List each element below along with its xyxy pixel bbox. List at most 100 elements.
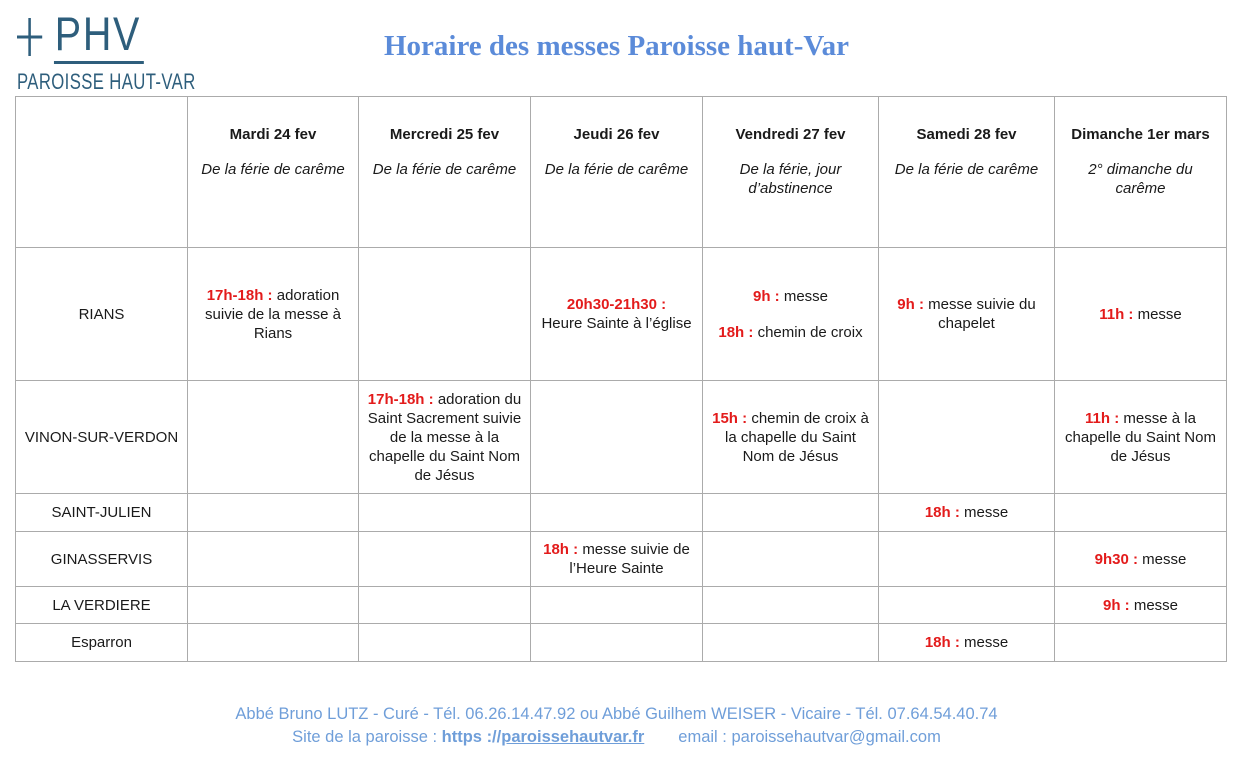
table-row: GINASSERVIS 18h : messe suivie de l’Heure… — [15, 531, 1227, 587]
table-row: Esparron 18h : messe — [15, 623, 1227, 662]
day-header-cell: Jeudi 26 fev De la férie de carême — [530, 96, 703, 248]
schedule-cell: 11h : messe — [1054, 247, 1227, 381]
schedule-entry: 18h : messe — [887, 633, 1046, 652]
entry-text: messe — [964, 634, 1009, 651]
day-note: De la férie de carême — [544, 161, 689, 178]
header-row: Mardi 24 fev De la férie de carême Mercred… — [15, 96, 1227, 248]
schedule-cell — [187, 493, 359, 532]
schedule-cell — [187, 586, 359, 624]
schedule-cell: 18h : messe — [878, 493, 1055, 532]
entry-text: messe — [964, 504, 1009, 521]
parish-logo: PHV PAROISSE HAUT-VAR — [17, 10, 252, 95]
schedule-cell — [530, 493, 703, 532]
location-cell: RIANS — [15, 247, 188, 381]
entry-text: messe — [1142, 550, 1187, 568]
schedule-entry: 18h : messe — [887, 503, 1046, 522]
day-note: De la férie de carême — [201, 161, 345, 178]
entry-time: 9h : — [752, 287, 780, 305]
entry-time: 11h : — [1085, 409, 1120, 427]
entry-time: 18h : — [718, 323, 754, 341]
mass-schedule-table: Mardi 24 fev De la férie de carême Mercred… — [15, 96, 1227, 662]
entry-text: chemin de croix — [757, 323, 863, 341]
schedule-entry: 18h : chemin de croix — [711, 323, 870, 342]
day-name: Mardi 24 fev — [229, 126, 317, 143]
schedule-entry: 11h : messe — [1063, 305, 1218, 324]
day-name: Vendredi 27 fev — [735, 126, 846, 143]
location-cell: Esparron — [15, 623, 188, 662]
schedule-entry: 20h30-21h30 : Heure Sainte à l’église — [539, 295, 694, 333]
schedule-cell — [358, 531, 531, 587]
day-name: Mercredi 25 fev — [389, 126, 500, 143]
logo-parish-name: PAROISSE HAUT-VAR — [17, 69, 196, 94]
schedule-cell — [358, 247, 531, 381]
schedule-cell — [187, 380, 359, 494]
entry-time: 9h30 : — [1094, 550, 1138, 568]
entry-text: messe — [783, 287, 829, 305]
entry-time: 9h : — [897, 296, 924, 313]
entry-text: messe suivie du chapelet — [928, 296, 1036, 332]
site-label: Site de la paroisse : — [292, 728, 442, 746]
footer-contacts: Abbé Bruno LUTZ - Curé - Tél. 06.26.14.4… — [235, 705, 998, 723]
site-scheme: https :// — [441, 728, 502, 746]
entry-time: 18h : — [543, 541, 579, 558]
day-note: De la férie de carême — [894, 161, 1039, 178]
footer-site-line: Site de la paroisse : https ://paroisseh… — [0, 726, 1233, 749]
entry-text: messe à la chapelle du Saint Nom de Jésu… — [1065, 409, 1216, 465]
schedule-cell — [702, 623, 879, 662]
entry-time: 18h : — [924, 504, 960, 521]
entry-text: messe suivie de l’Heure Sainte — [569, 541, 690, 577]
schedule-entry: 9h : messe suivie du chapelet — [887, 295, 1046, 333]
table-row: SAINT-JULIEN 18h : messe — [15, 493, 1227, 532]
location-cell: VINON-SUR-VERDON — [15, 380, 188, 494]
footer: Abbé Bruno LUTZ - Curé - Tél. 06.26.14.4… — [0, 703, 1233, 749]
entry-text: adoration suivie de la messe à Rians — [205, 286, 341, 342]
location-cell: GINASSERVIS — [15, 531, 188, 587]
site-link[interactable]: paroissehautvar.fr — [501, 728, 645, 746]
email-text: email : paroissehautvar@gmail.com — [678, 728, 941, 746]
schedule-cell — [358, 586, 531, 624]
entry-time: 20h30-21h30 : — [566, 296, 667, 313]
schedule-cell — [358, 493, 531, 532]
day-header-cell: Mardi 24 fev De la férie de carême — [187, 96, 359, 248]
location-cell: SAINT-JULIEN — [15, 493, 188, 532]
schedule-cell — [878, 531, 1055, 587]
table-row: VINON-SUR-VERDON 17h-18h : adoration du S… — [15, 380, 1227, 494]
entry-text: Heure Sainte à l’église — [541, 315, 692, 332]
schedule-cell: 9h : messe 18h : chemin de croix — [702, 247, 879, 381]
corner-cell — [15, 96, 188, 248]
entry-time: 18h : — [924, 634, 960, 651]
schedule-entry: 9h : messe — [711, 287, 870, 306]
schedule-entry: 9h : messe — [1063, 596, 1218, 615]
day-header-cell: Samedi 28 fev De la férie de carême — [878, 96, 1055, 248]
table-row: RIANS 17h-18h : adoration suivie de la me… — [15, 247, 1227, 381]
schedule-cell: 9h : messe suivie du chapelet — [878, 247, 1055, 381]
entry-time: 9h : — [1102, 596, 1130, 614]
day-note: 2° dimanche du carême — [1088, 161, 1193, 197]
schedule-cell — [702, 586, 879, 624]
day-name: Samedi 28 fev — [916, 126, 1017, 143]
schedule-entry: 9h30 : messe — [1063, 550, 1218, 569]
schedule-entry: 17h-18h : adoration du Saint Sacrement s… — [367, 390, 522, 485]
schedule-cell: 11h : messe à la chapelle du Saint Nom d… — [1054, 380, 1227, 494]
schedule-cell — [187, 531, 359, 587]
schedule-cell: 9h30 : messe — [1054, 531, 1227, 587]
logo-top-row: PHV — [17, 10, 214, 64]
schedule-cell: 20h30-21h30 : Heure Sainte à l’église — [530, 247, 703, 381]
schedule-cell — [702, 493, 879, 532]
entry-text: messe — [1133, 596, 1179, 614]
schedule-cell: 17h-18h : adoration suivie de la messe à… — [187, 247, 359, 381]
schedule-cell — [702, 531, 879, 587]
schedule-cell — [878, 586, 1055, 624]
schedule-body: RIANS 17h-18h : adoration suivie de la me… — [15, 247, 1227, 662]
schedule-cell — [530, 380, 703, 494]
entry-time: 15h : — [712, 409, 748, 427]
day-note: De la férie de carême — [372, 161, 517, 178]
location-cell: LA VERDIERE — [15, 586, 188, 624]
schedule-cell — [187, 623, 359, 662]
entry-text: messe — [1137, 305, 1182, 323]
entry-time: 17h-18h : — [206, 286, 273, 304]
day-header-cell: Dimanche 1er mars 2° dimanche du carême — [1054, 96, 1227, 248]
table-row: LA VERDIERE 9h : messe — [15, 586, 1227, 624]
entry-time: 17h-18h : — [367, 390, 434, 408]
day-header-cell: Vendredi 27 fev De la férie, jour d’absti… — [702, 96, 879, 248]
